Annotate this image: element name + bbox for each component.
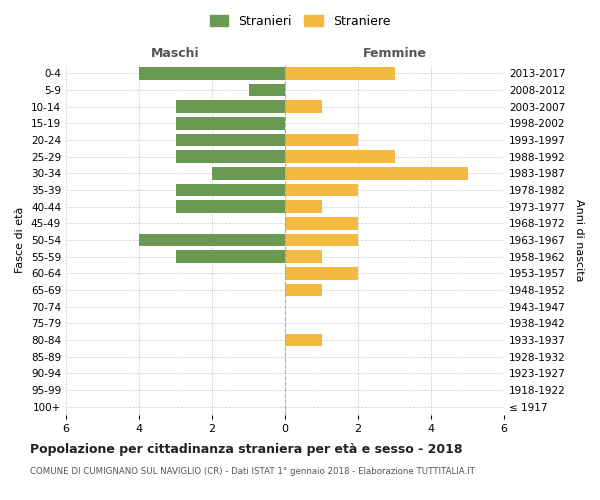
Bar bbox=[176, 117, 285, 130]
Bar bbox=[285, 184, 358, 196]
Bar bbox=[285, 267, 358, 280]
Text: Maschi: Maschi bbox=[151, 47, 200, 60]
Text: Femmine: Femmine bbox=[362, 47, 427, 60]
Bar bbox=[285, 250, 322, 263]
Y-axis label: Fasce di età: Fasce di età bbox=[16, 207, 25, 273]
Bar bbox=[176, 100, 285, 113]
Bar bbox=[285, 200, 322, 213]
Bar bbox=[285, 150, 395, 163]
Bar bbox=[285, 100, 322, 113]
Text: COMUNE DI CUMIGNANO SUL NAVIGLIO (CR) - Dati ISTAT 1° gennaio 2018 - Elaborazion: COMUNE DI CUMIGNANO SUL NAVIGLIO (CR) - … bbox=[30, 468, 475, 476]
Bar bbox=[139, 234, 285, 246]
Bar bbox=[285, 284, 322, 296]
Bar bbox=[285, 234, 358, 246]
Bar bbox=[176, 200, 285, 213]
Y-axis label: Anni di nascita: Anni di nascita bbox=[574, 198, 584, 281]
Bar bbox=[248, 84, 285, 96]
Bar bbox=[285, 67, 395, 80]
Bar bbox=[176, 150, 285, 163]
Bar bbox=[176, 134, 285, 146]
Legend: Stranieri, Straniere: Stranieri, Straniere bbox=[206, 11, 394, 32]
Bar bbox=[285, 134, 358, 146]
Bar bbox=[285, 167, 467, 179]
Bar bbox=[176, 184, 285, 196]
Text: Popolazione per cittadinanza straniera per età e sesso - 2018: Popolazione per cittadinanza straniera p… bbox=[30, 442, 463, 456]
Bar bbox=[285, 334, 322, 346]
Bar bbox=[139, 67, 285, 80]
Bar bbox=[212, 167, 285, 179]
Bar bbox=[176, 250, 285, 263]
Bar bbox=[285, 217, 358, 230]
